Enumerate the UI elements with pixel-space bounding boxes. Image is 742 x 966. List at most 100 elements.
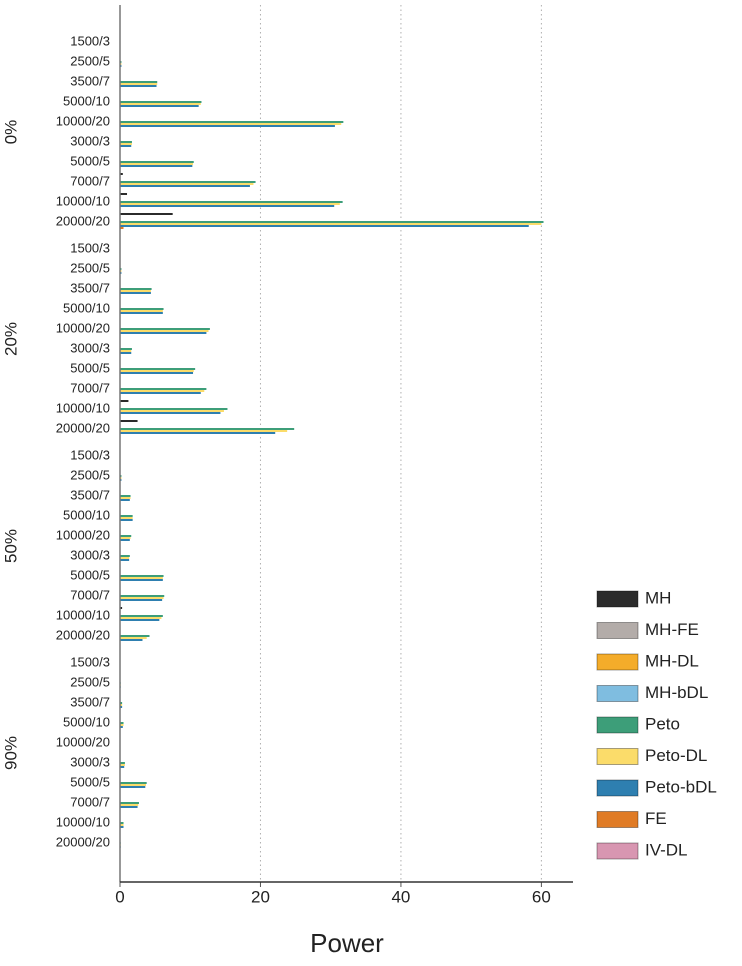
bar (120, 400, 129, 402)
legend-label: MH (645, 588, 671, 607)
category-label: 7000/7 (70, 587, 110, 602)
category-label: 20000/20 (56, 420, 110, 435)
bar (120, 537, 131, 539)
bar (120, 597, 164, 599)
category-label: 10000/10 (56, 607, 110, 622)
legend-swatch (596, 779, 639, 797)
bar (120, 784, 146, 786)
bar (120, 432, 276, 434)
category-label: 1500/3 (70, 654, 110, 669)
category-label: 10000/20 (56, 527, 110, 542)
category-label: 5000/10 (63, 93, 110, 108)
bar (120, 639, 143, 641)
category-label: 3500/7 (70, 280, 110, 295)
bar (120, 173, 123, 175)
facet-label: 20% (1, 322, 20, 356)
category-label: 20000/20 (56, 627, 110, 642)
bar (120, 724, 124, 726)
bar (120, 392, 201, 394)
bar (120, 203, 340, 205)
bar (120, 517, 133, 519)
bar (120, 804, 139, 806)
bar (120, 722, 124, 724)
category-label: 1500/3 (70, 33, 110, 48)
bar (120, 575, 164, 577)
bar (120, 161, 194, 163)
bar (120, 185, 250, 187)
category-label: 5000/5 (70, 360, 110, 375)
bar (120, 615, 163, 617)
bar (120, 515, 133, 517)
category-label: 7000/7 (70, 173, 110, 188)
bar (120, 181, 256, 183)
bar (120, 332, 207, 334)
category-label: 2500/5 (70, 53, 110, 68)
bar (120, 822, 124, 824)
bar (120, 288, 152, 290)
category-label: 10000/20 (56, 113, 110, 128)
bar (120, 499, 130, 501)
bar (120, 193, 128, 195)
legend-swatch (596, 842, 639, 860)
bar (120, 328, 210, 330)
bar (120, 635, 150, 637)
bar (120, 802, 139, 804)
legend-swatch (596, 811, 639, 828)
category-label: 3500/7 (70, 694, 110, 709)
bar (120, 706, 123, 708)
bar (120, 163, 194, 165)
bar (120, 539, 130, 541)
bar (120, 617, 162, 619)
legend-swatch (596, 653, 639, 671)
bar (120, 308, 164, 310)
category-label: 10000/10 (56, 400, 110, 415)
bar (120, 223, 542, 225)
bar (120, 290, 151, 292)
x-tick-label: 60 (532, 887, 551, 906)
bar (120, 103, 201, 105)
facet-label: 90% (1, 736, 20, 770)
bar (120, 221, 544, 223)
bar (120, 428, 295, 430)
category-label: 5000/5 (70, 567, 110, 582)
bar (120, 806, 138, 808)
legend-label: Peto-DL (645, 746, 707, 765)
bar (120, 205, 335, 207)
bar (120, 81, 158, 83)
bar (120, 141, 132, 143)
bar (120, 201, 343, 203)
legend-label: Peto-bDL (645, 777, 717, 796)
bar (120, 145, 132, 147)
bar (120, 227, 124, 229)
x-axis-title: Power (310, 928, 384, 958)
bar (120, 599, 163, 601)
bar (120, 430, 288, 432)
category-label: 10000/20 (56, 734, 110, 749)
bar (120, 637, 147, 639)
x-tick-label: 20 (251, 887, 270, 906)
bar (120, 495, 131, 497)
legend-swatch (596, 590, 639, 608)
bar (120, 121, 344, 123)
bar (120, 125, 335, 127)
bar (120, 348, 132, 350)
x-tick-label: 40 (391, 887, 410, 906)
category-label: 3000/3 (70, 340, 110, 355)
bar (120, 607, 123, 609)
bar (120, 352, 132, 354)
bar (120, 559, 130, 561)
bar (120, 312, 163, 314)
legend-label: Peto (645, 714, 680, 733)
bar (120, 213, 173, 215)
legend-label: IV-DL (645, 840, 688, 859)
category-label: 3500/7 (70, 73, 110, 88)
bar (120, 368, 196, 370)
bar (120, 702, 123, 704)
category-label: 20000/20 (56, 834, 110, 849)
legend-label: MH-bDL (645, 683, 708, 702)
bar (120, 619, 160, 621)
legend-swatch (596, 685, 639, 702)
bar (120, 595, 165, 597)
legend-swatch (596, 748, 639, 765)
bar (120, 372, 194, 374)
